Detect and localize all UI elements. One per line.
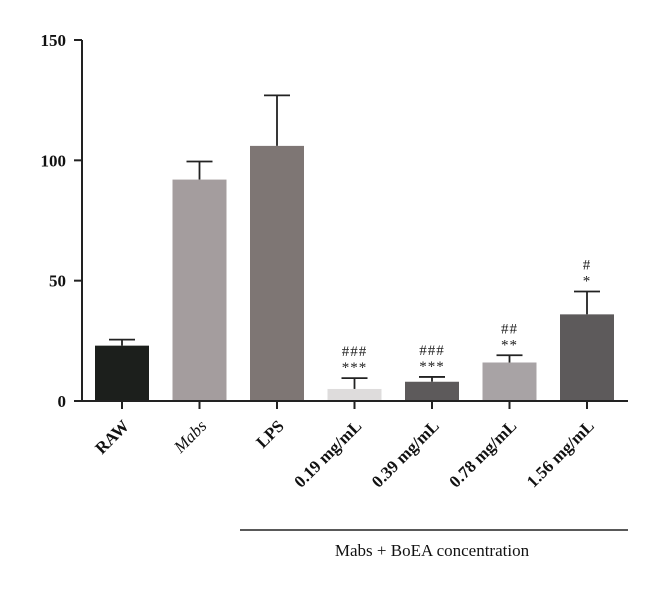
x-tick-label: 0.78 mg/mL [445, 416, 520, 491]
y-axis: 0 50 100 150 [41, 31, 83, 411]
bar [405, 381, 459, 401]
bar [172, 179, 227, 401]
significance-lower: *** [342, 360, 368, 376]
bar [95, 345, 149, 401]
significance-lower: ** [501, 337, 518, 353]
bar [560, 314, 614, 401]
group-annotation: Mabs + BoEA concentration [240, 529, 628, 560]
significance-upper: # [583, 257, 592, 273]
significance-upper: ### [342, 344, 368, 360]
bar [482, 362, 537, 401]
significance-lower: *** [419, 359, 445, 375]
group-label: Mabs + BoEA concentration [335, 541, 530, 560]
significance-upper: ## [501, 321, 518, 337]
x-tick-label: Mabs [169, 416, 210, 457]
y-tick-label: 0 [58, 392, 67, 411]
y-tick-label: 50 [49, 272, 66, 291]
y-tick-label: 100 [41, 151, 67, 170]
bars: ***###***### **##*# [95, 94, 614, 401]
y-tick-label: 150 [41, 31, 67, 50]
significance-lower: * [583, 273, 592, 289]
x-tick-label: 0.39 mg/mL [368, 416, 443, 491]
x-tick-label: 1.56 mg/mL [523, 416, 598, 491]
x-axis: RAW Mabs LPS 0.19 mg/mL 0.39 mg/mL 0.78 mg/mL… [82, 400, 628, 491]
bar [327, 388, 382, 401]
significance-upper: ### [419, 343, 445, 359]
x-tick-label: LPS [252, 416, 287, 451]
bar [250, 145, 304, 401]
x-tick-label: 0.19 mg/mL [290, 416, 365, 491]
x-tick-label: RAW [91, 416, 132, 457]
